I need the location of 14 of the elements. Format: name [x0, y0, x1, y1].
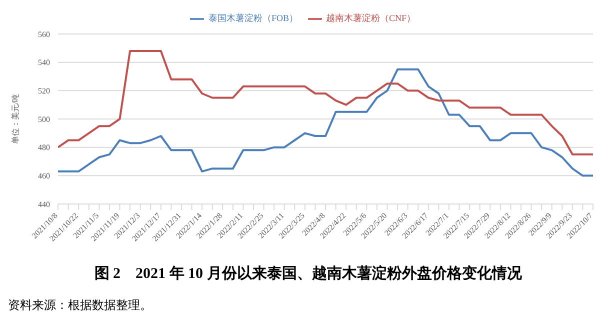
y-tick-label: 440	[38, 200, 50, 209]
line-series	[58, 68, 593, 177]
y-tick-label: 480	[38, 143, 50, 152]
y-axis-title: 单位：美元/吨	[10, 94, 20, 144]
legend-label: 越南木薯淀粉（CNF）	[326, 13, 416, 24]
y-tick-label: 560	[38, 30, 50, 39]
text: 图 2 2021 年 10 月份以来泰国、越南木薯淀粉外盘价格变化情况	[93, 264, 523, 283]
legend-label: 泰国木薯淀粉（FOB）	[208, 13, 298, 24]
y-tick-label: 500	[38, 114, 50, 124]
y-tick-label: 540	[38, 58, 50, 68]
line-series	[58, 50, 593, 156]
y-tick-label: 520	[38, 86, 50, 96]
y-tick-label: 460	[38, 172, 50, 181]
text: 资料来源：根据数据整理。	[8, 297, 153, 314]
